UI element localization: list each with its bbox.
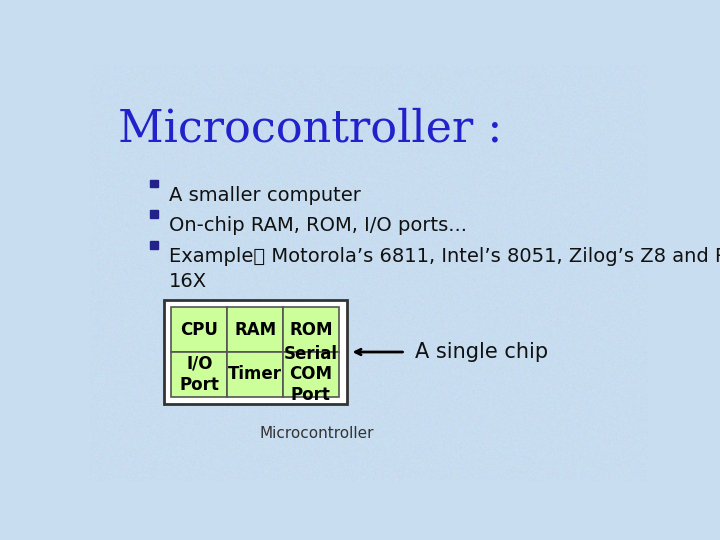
Text: I/O
Port: I/O Port xyxy=(179,355,219,394)
Text: CPU: CPU xyxy=(180,321,218,339)
Bar xyxy=(150,179,158,187)
Text: Microcontroller :: Microcontroller : xyxy=(118,107,503,150)
Bar xyxy=(283,352,339,397)
Bar xyxy=(171,307,228,352)
Text: A single chip: A single chip xyxy=(415,342,548,362)
Text: On-chip RAM, ROM, I/O ports...: On-chip RAM, ROM, I/O ports... xyxy=(169,217,467,235)
Text: Timer: Timer xyxy=(228,366,282,383)
Text: Example： Motorola’s 6811, Intel’s 8051, Zilog’s Z8 and PIC
16X: Example： Motorola’s 6811, Intel’s 8051, … xyxy=(169,247,720,291)
Text: A smaller computer: A smaller computer xyxy=(169,186,361,205)
Bar xyxy=(171,352,228,397)
Text: RAM: RAM xyxy=(234,321,276,339)
Text: Microcontroller: Microcontroller xyxy=(260,426,374,441)
Bar xyxy=(228,307,283,352)
Bar xyxy=(163,300,346,404)
Bar xyxy=(150,241,158,249)
Bar xyxy=(150,211,158,218)
Text: ROM: ROM xyxy=(289,321,333,339)
Text: Serial
COM
Port: Serial COM Port xyxy=(284,345,338,404)
Bar xyxy=(283,307,339,352)
Bar xyxy=(228,352,283,397)
